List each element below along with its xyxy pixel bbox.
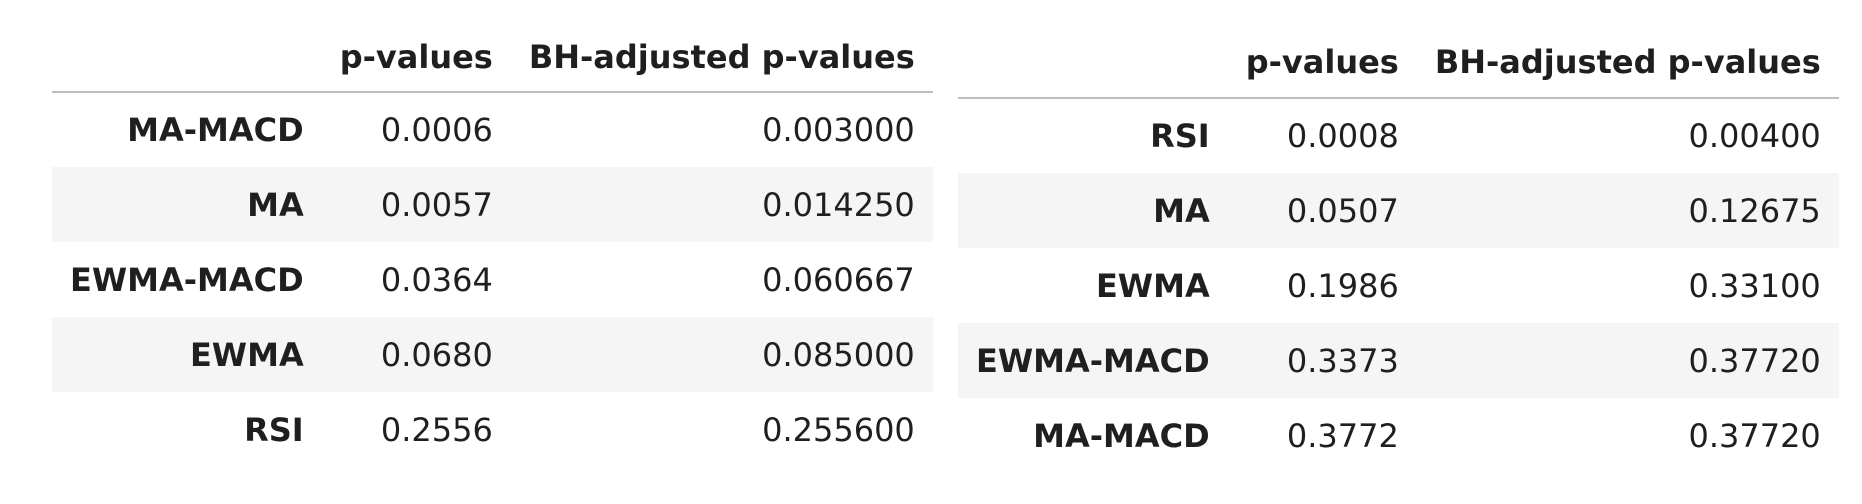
row-label: MA — [1153, 191, 1210, 230]
p-value-cell: 0.3772 — [1286, 416, 1399, 455]
bh-adjusted-cell: 0.12675 — [1688, 191, 1821, 230]
table-row: RSI 0.0008 0.00400 — [958, 98, 1839, 173]
p-value-cell: 0.2556 — [380, 410, 493, 449]
index-header — [52, 22, 322, 93]
bh-adjusted-cell: 0.00400 — [1688, 117, 1821, 155]
table-row: EWMA 0.1986 0.33100 — [958, 248, 1839, 323]
p-value-cell: 0.0507 — [1286, 191, 1399, 230]
p-value-cell: 0.0006 — [380, 111, 493, 149]
table-row: EWMA-MACD 0.3373 0.37720 — [958, 323, 1839, 398]
table-row: MA-MACD 0.0006 0.003000 — [52, 92, 933, 167]
p-value-cell: 0.0364 — [380, 260, 493, 299]
p-value-cell: 0.0008 — [1286, 117, 1399, 155]
p-value-cell: 0.0057 — [380, 185, 493, 224]
bh-adjusted-cell: 0.003000 — [762, 111, 915, 149]
row-label: RSI — [244, 410, 304, 449]
table-header-row: p-values BH-adjusted p-values — [958, 26, 1839, 99]
bh-adjusted-cell: 0.085000 — [762, 335, 915, 374]
bh-adjusted-cell: 0.37720 — [1688, 416, 1821, 455]
pvalue-table-left: p-values BH-adjusted p-values MA-MACD 0.… — [52, 22, 933, 467]
row-label: MA — [247, 185, 304, 224]
bh-adjusted-cell: 0.060667 — [762, 260, 915, 299]
table-row: EWMA-MACD 0.0364 0.060667 — [52, 242, 933, 317]
table-row: MA 0.0507 0.12675 — [958, 173, 1839, 248]
column-header-bh-adjusted: BH-adjusted p-values — [510, 22, 933, 93]
column-header-p-values: p-values — [321, 22, 511, 93]
row-label: MA-MACD — [127, 111, 304, 149]
index-header — [958, 26, 1228, 99]
p-value-cell: 0.3373 — [1286, 341, 1399, 380]
table-row: MA-MACD 0.3772 0.37720 — [958, 398, 1839, 473]
row-label: EWMA-MACD — [70, 260, 304, 299]
pvalue-table-right: p-values BH-adjusted p-values RSI 0.0008… — [958, 26, 1839, 473]
bh-adjusted-cell: 0.37720 — [1688, 341, 1821, 380]
column-header-p-values: p-values — [1227, 26, 1417, 99]
row-label: RSI — [1150, 117, 1210, 155]
bh-adjusted-cell: 0.014250 — [762, 185, 915, 224]
p-value-cell: 0.1986 — [1286, 266, 1399, 305]
table-row: EWMA 0.0680 0.085000 — [52, 317, 933, 392]
table-row: RSI 0.2556 0.255600 — [52, 392, 933, 467]
row-label: EWMA-MACD — [976, 341, 1210, 380]
table-header-row: p-values BH-adjusted p-values — [52, 22, 933, 93]
row-label: EWMA — [1095, 266, 1210, 305]
p-value-cell: 0.0680 — [380, 335, 493, 374]
bh-adjusted-cell: 0.255600 — [762, 410, 915, 449]
table-row: MA 0.0057 0.014250 — [52, 167, 933, 242]
bh-adjusted-cell: 0.33100 — [1688, 266, 1821, 305]
row-label: MA-MACD — [1033, 416, 1210, 455]
column-header-bh-adjusted: BH-adjusted p-values — [1416, 26, 1839, 99]
row-label: EWMA — [189, 335, 304, 374]
